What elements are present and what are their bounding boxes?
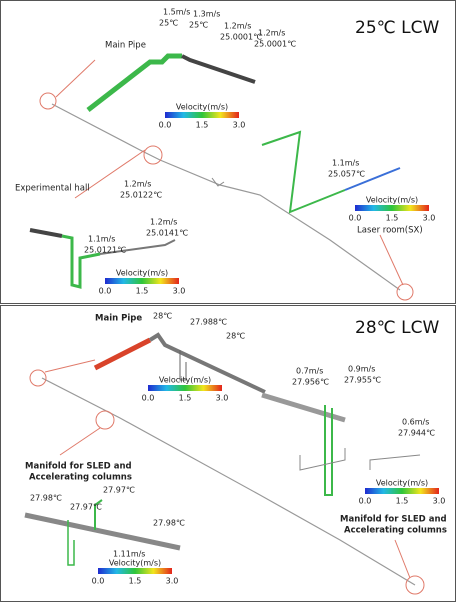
callout: 0.7m/s	[296, 367, 323, 376]
panel-frame	[1, 1, 456, 304]
callout: 1.5m/s	[163, 8, 190, 17]
callout: 1.2m/s	[258, 29, 285, 38]
callout: 25.0122℃	[120, 191, 162, 200]
callout: 25℃	[159, 19, 178, 28]
callout: 25.0121℃	[84, 246, 126, 255]
callout: 1.2m/s	[124, 180, 151, 189]
colorbar-title: Velocity(m/s)	[116, 269, 168, 278]
callout: 28℃	[226, 332, 245, 341]
callout: 27.97℃	[70, 503, 102, 512]
zoom-circle	[40, 93, 56, 109]
colorbar	[148, 385, 222, 391]
callout: 27.955℃	[344, 376, 381, 385]
callout: 28℃	[153, 312, 172, 321]
colorbar	[365, 488, 439, 494]
location-label: Laser room(SX)	[357, 226, 423, 236]
callout: 1.3m/s	[193, 10, 220, 19]
panel-title: 28℃ LCW	[355, 318, 439, 338]
callout: 25.057℃	[328, 170, 365, 179]
colorbar-title: Velocity(m/s)	[159, 376, 211, 385]
colorbar-tick: 1.5	[136, 287, 149, 296]
colorbar-tick: 1.5	[396, 497, 409, 506]
panel-title: 25℃ LCW	[355, 18, 439, 38]
callout: 25.0141℃	[146, 229, 188, 238]
pipe	[62, 236, 100, 287]
callout: 1.2m/s	[150, 218, 177, 227]
callout: 27.98℃	[153, 519, 185, 528]
colorbar-tick: 3.0	[216, 394, 229, 403]
colorbar-tick: 0.0	[359, 497, 372, 506]
pipe	[325, 405, 332, 495]
leader	[56, 60, 95, 97]
colorbar-tick: 0.0	[142, 394, 155, 403]
colorbar-tick: 1.5	[129, 577, 142, 586]
pipe	[300, 448, 345, 470]
callout: 1.1m/s	[88, 235, 115, 244]
main-line	[52, 104, 400, 290]
colorbar	[355, 205, 429, 211]
pipe	[370, 455, 420, 470]
colorbar-title: Velocity(m/s)	[109, 559, 161, 568]
colorbar-title: Velocity(m/s)	[176, 103, 228, 112]
colorbar	[165, 112, 239, 118]
colorbar-tick: 1.5	[179, 394, 192, 403]
callout: 27.97℃	[103, 486, 135, 495]
zoom-circle	[397, 284, 413, 300]
colorbar-tick: 0.0	[92, 577, 105, 586]
leader	[60, 428, 100, 455]
location-label: Experimental hall	[15, 184, 90, 194]
callout: 25.0001℃	[254, 40, 296, 49]
colorbar-tick: 0.0	[349, 214, 362, 223]
pipe	[30, 230, 62, 236]
callout: 1.2m/s	[224, 22, 251, 31]
pipe	[182, 56, 255, 82]
main-pipe-label: Main Pipe	[105, 41, 146, 51]
callout: 1.1m/s	[332, 159, 359, 168]
callout: 27.98℃	[30, 494, 62, 503]
colorbar	[105, 278, 179, 284]
main-pipe-label: Main Pipe	[95, 314, 142, 324]
colorbar	[98, 568, 172, 574]
callout: 0.9m/s	[348, 365, 375, 374]
pipe	[95, 340, 150, 368]
location-label: Manifold for SLED and	[340, 515, 447, 525]
leader	[395, 540, 410, 578]
zoom-circle	[144, 146, 162, 164]
callout: 0.6m/s	[402, 418, 429, 427]
colorbar-tick: 3.0	[433, 497, 446, 506]
zoom-circle	[30, 370, 46, 386]
figure: 25℃ LCW Main Pipe Experimental hall Laser r…	[0, 0, 456, 602]
pipe	[88, 56, 182, 110]
labels: 25℃ LCW Main Pipe Experimental hall Laser r…	[15, 8, 447, 586]
panel-frames	[1, 1, 456, 602]
location-label: Accelerating columns	[29, 473, 132, 483]
colorbar-tick: 1.5	[386, 214, 399, 223]
callout: 1.11m/s	[113, 550, 145, 559]
location-label: Manifold for SLED and	[25, 462, 132, 472]
colorbar-tick: 3.0	[233, 121, 246, 130]
colorbar-tick: 0.0	[99, 287, 112, 296]
location-label: Accelerating columns	[344, 526, 447, 536]
colorbar-title: Velocity(m/s)	[366, 196, 418, 205]
colorbar-tick: 1.5	[196, 121, 209, 130]
colorbar-tick: 3.0	[173, 287, 186, 296]
colorbar-tick: 3.0	[166, 577, 179, 586]
callout: 27.988℃	[190, 318, 227, 327]
callout: 25℃	[189, 21, 208, 30]
callout: 27.944℃	[398, 429, 435, 438]
callout: 27.956℃	[292, 378, 329, 387]
leader	[45, 360, 95, 372]
zoom-circle	[96, 411, 114, 429]
colorbar-tick: 0.0	[159, 121, 172, 130]
colorbar-tick: 3.0	[423, 214, 436, 223]
colorbar-title: Velocity(m/s)	[376, 479, 428, 488]
